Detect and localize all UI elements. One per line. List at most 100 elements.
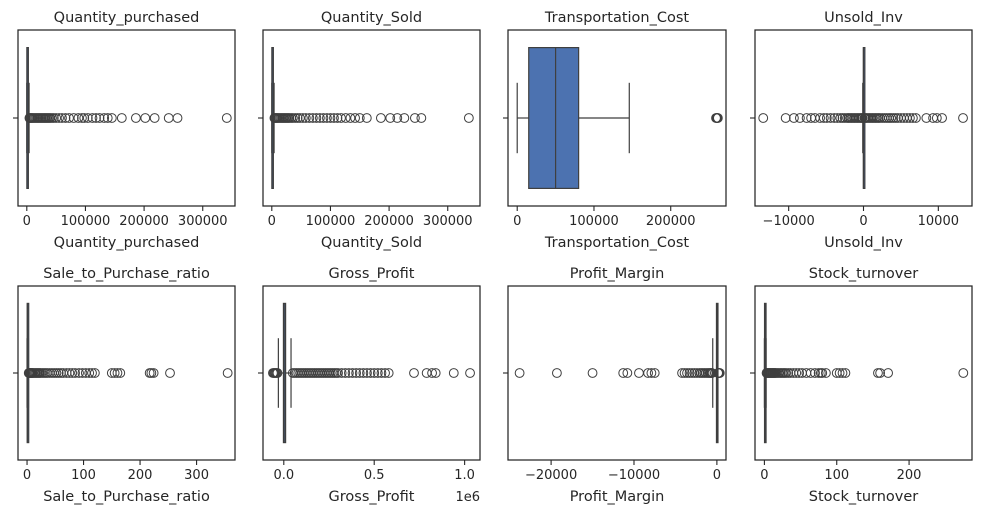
x-tick-label-2-1: 100000 xyxy=(569,214,619,229)
outlier-point-5-44 xyxy=(380,368,390,378)
outlier-point-0-26 xyxy=(64,113,74,123)
x-tick-label-4-3: 300 xyxy=(184,468,209,483)
outlier-point-1-32 xyxy=(340,113,351,123)
outlier-point-7-40 xyxy=(883,368,893,378)
outlier-point-6-5 xyxy=(634,368,644,378)
outlier-point-7-36 xyxy=(837,368,848,378)
outlier-point-5-49 xyxy=(430,368,441,378)
outlier-point-4-33 xyxy=(84,368,95,378)
x-tick-label-0-1: 100000 xyxy=(61,214,111,229)
outlier-point-1-31 xyxy=(336,113,346,123)
outlier-point-1-23 xyxy=(307,113,318,123)
x-tick-label-5-2: 1.0 xyxy=(454,468,475,483)
x-tick-label-5-1: 0.5 xyxy=(364,468,385,483)
outlier-point-7-20 xyxy=(781,368,792,378)
outlier-point-4-27 xyxy=(64,368,75,378)
outlier-point-7-37 xyxy=(840,368,851,378)
x-tick-label-3-0: −10000 xyxy=(763,214,815,229)
outlier-point-3-46 xyxy=(890,113,901,123)
outlier-point-0-40 xyxy=(140,113,151,123)
x-tick-label-2-0: 0 xyxy=(513,214,521,229)
outlier-point-7-38 xyxy=(873,368,883,378)
outlier-point-0-43 xyxy=(172,113,183,123)
outlier-point-4-29 xyxy=(70,368,80,378)
outlier-point-4-23 xyxy=(53,368,64,378)
x-tick-label-3-2: 10000 xyxy=(918,214,959,229)
outlier-point-6-1 xyxy=(552,368,562,378)
outlier-point-7-39 xyxy=(875,368,886,378)
outlier-point-5-38 xyxy=(358,368,369,378)
outlier-point-1-35 xyxy=(354,113,365,123)
subplot-title-2: Transportation_Cost xyxy=(544,10,690,26)
outlier-point-0-25 xyxy=(60,113,71,123)
outlier-point-5-36 xyxy=(351,368,362,378)
subplot-title-5: Gross_Profit xyxy=(329,266,415,282)
outlier-point-3-45 xyxy=(888,113,899,123)
outlier-point-0-41 xyxy=(149,113,160,123)
outlier-point-7-21 xyxy=(783,368,794,378)
outlier-point-6-11 xyxy=(682,368,692,378)
outlier-point-6-10 xyxy=(679,368,690,378)
outlier-point-1-26 xyxy=(318,113,329,123)
outlier-point-7-28 xyxy=(805,368,816,378)
outlier-point-5-50 xyxy=(448,368,459,378)
outlier-point-1-37 xyxy=(375,113,386,123)
outlier-point-0-44 xyxy=(221,113,232,123)
outlier-point-1-25 xyxy=(314,113,325,123)
x-tick-label-7-0: 0 xyxy=(760,468,768,483)
outlier-point-5-35 xyxy=(347,368,358,378)
outlier-point-1-40 xyxy=(399,113,410,123)
outlier-point-0-28 xyxy=(73,113,84,123)
outlier-point-1-34 xyxy=(350,113,360,123)
outlier-point-1-41 xyxy=(410,113,420,123)
outlier-point-1-43 xyxy=(463,113,474,123)
axis-offset-label-5: 1e6 xyxy=(455,490,480,505)
x-axis-label-4: Sale_to_Purchase_ratio xyxy=(43,489,210,505)
x-tick-label-0-0: 0 xyxy=(23,214,31,229)
outlier-point-4-34 xyxy=(87,368,97,378)
outlier-point-7-24 xyxy=(791,368,802,378)
outlier-point-0-30 xyxy=(79,113,90,123)
subplot-title-0: Quantity_purchased xyxy=(54,10,200,26)
x-tick-label-4-0: 0 xyxy=(23,468,31,483)
outlier-point-3-10 xyxy=(825,113,836,123)
outlier-point-6-9 xyxy=(677,368,687,378)
outlier-point-1-16 xyxy=(288,113,298,123)
outlier-point-6-6 xyxy=(643,368,653,378)
x-tick-label-7-2: 200 xyxy=(897,468,922,483)
x-tick-label-6-2: 0 xyxy=(713,468,721,483)
outlier-point-6-25 xyxy=(707,368,717,378)
outlier-point-1-20 xyxy=(297,113,308,123)
outlier-point-0-34 xyxy=(94,113,105,123)
outlier-point-4-39 xyxy=(115,368,126,378)
outlier-point-3-15 xyxy=(839,113,850,123)
outlier-point-3-4 xyxy=(801,113,812,123)
outlier-point-4-38 xyxy=(112,368,123,378)
x-tick-label-6-0: −20000 xyxy=(525,468,577,483)
outlier-point-1-21 xyxy=(300,113,311,123)
outlier-point-1-42 xyxy=(416,113,427,123)
outlier-point-5-46 xyxy=(409,368,419,378)
outlier-point-3-12 xyxy=(832,113,843,123)
outlier-point-0-39 xyxy=(130,113,141,123)
outlier-point-6-12 xyxy=(684,368,695,378)
x-tick-label-7-1: 100 xyxy=(824,468,849,483)
outlier-point-0-27 xyxy=(68,113,79,123)
outlier-point-4-42 xyxy=(148,368,159,378)
outlier-point-5-48 xyxy=(427,368,437,378)
outlier-point-6-0 xyxy=(514,368,525,378)
outlier-point-5-32 xyxy=(336,368,347,378)
x-axis-label-6: Profit_Margin xyxy=(570,489,665,505)
outlier-point-5-43 xyxy=(376,368,387,378)
x-tick-label-1-2: 200000 xyxy=(364,214,414,229)
outlier-point-1-29 xyxy=(329,113,339,123)
outlier-point-6-8 xyxy=(649,368,660,378)
outlier-point-3-51 xyxy=(904,113,915,123)
x-tick-label-2-2: 200000 xyxy=(646,214,696,229)
outlier-point-5-42 xyxy=(372,368,383,378)
outlier-point-5-39 xyxy=(362,368,372,378)
outlier-point-6-4 xyxy=(622,368,633,378)
outlier-point-0-37 xyxy=(106,113,117,123)
outlier-point-5-34 xyxy=(343,368,354,378)
